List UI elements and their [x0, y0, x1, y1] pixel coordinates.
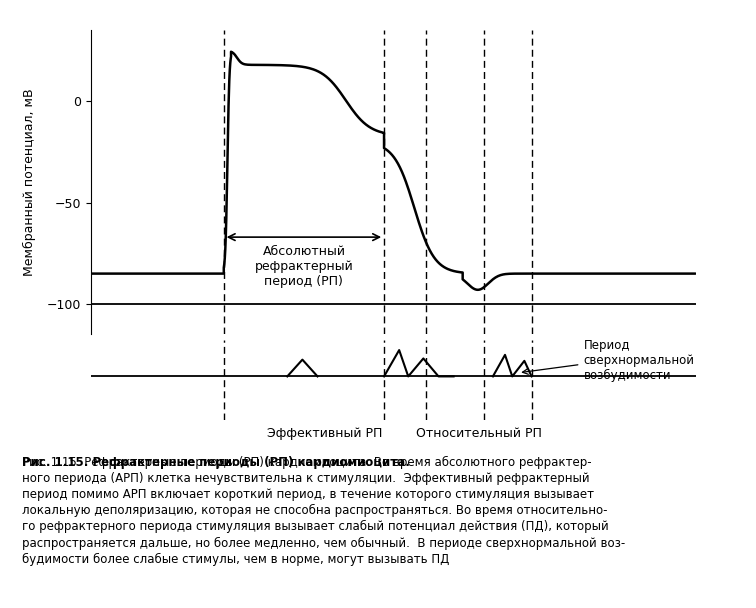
Text: Эффективный РП: Эффективный РП [268, 427, 383, 440]
Text: Период
сверхнормальной
возбудимости: Период сверхнормальной возбудимости [584, 339, 695, 382]
Y-axis label: Мембранный потенциал, мВ: Мембранный потенциал, мВ [23, 89, 36, 276]
Text: Абсолютный
рефрактерный
период (РП): Абсолютный рефрактерный период (РП) [255, 245, 353, 288]
Text: Относительный РП: Относительный РП [417, 427, 542, 440]
Text: Рис. 1.15. Рефрактерные периоды (РП) кардиомиоцита. Во время абсолютного рефракт: Рис. 1.15. Рефрактерные периоды (РП) кар… [23, 456, 626, 565]
Text: Рис. 1.15. Рефрактерные периоды (РП) кардиомиоцита.: Рис. 1.15. Рефрактерные периоды (РП) кар… [23, 456, 411, 469]
